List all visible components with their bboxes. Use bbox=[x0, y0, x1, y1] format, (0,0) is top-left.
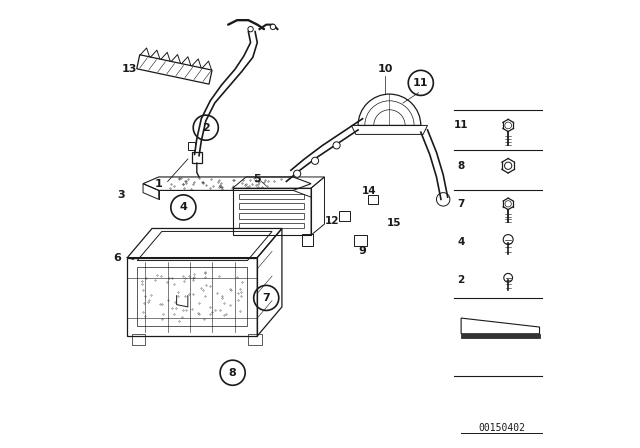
Text: 12: 12 bbox=[325, 216, 339, 226]
Text: 13: 13 bbox=[122, 65, 138, 74]
Bar bbox=[132, 334, 145, 345]
Text: 6: 6 bbox=[113, 253, 122, 263]
Circle shape bbox=[294, 170, 301, 177]
Text: 15: 15 bbox=[387, 218, 401, 228]
Bar bbox=[192, 152, 202, 163]
Text: 3: 3 bbox=[117, 190, 124, 200]
Text: 7: 7 bbox=[458, 199, 465, 209]
Polygon shape bbox=[461, 334, 540, 338]
Circle shape bbox=[333, 142, 340, 149]
Text: 00150402: 00150402 bbox=[478, 423, 525, 433]
Text: 4: 4 bbox=[179, 202, 188, 212]
Text: 8: 8 bbox=[458, 161, 465, 171]
Text: 5: 5 bbox=[253, 174, 261, 184]
Text: 4: 4 bbox=[458, 237, 465, 247]
Bar bbox=[239, 194, 305, 199]
Circle shape bbox=[248, 26, 253, 32]
Bar bbox=[368, 195, 378, 204]
Text: 14: 14 bbox=[362, 186, 376, 196]
Bar bbox=[248, 334, 262, 345]
Bar bbox=[188, 142, 195, 150]
Bar bbox=[239, 213, 305, 219]
Text: 2: 2 bbox=[202, 123, 210, 133]
Text: 10: 10 bbox=[377, 65, 393, 74]
Text: 1: 1 bbox=[155, 179, 163, 189]
Bar bbox=[302, 234, 314, 246]
Bar bbox=[239, 223, 305, 228]
Bar bbox=[239, 203, 305, 209]
Text: 2: 2 bbox=[458, 275, 465, 285]
Bar bbox=[339, 211, 351, 221]
Text: 11: 11 bbox=[413, 78, 429, 88]
Bar bbox=[353, 235, 367, 246]
Text: 11: 11 bbox=[454, 121, 468, 130]
Circle shape bbox=[312, 157, 319, 164]
Text: 9: 9 bbox=[358, 246, 367, 256]
Text: 7: 7 bbox=[262, 293, 270, 303]
Circle shape bbox=[270, 24, 276, 30]
Text: 8: 8 bbox=[228, 368, 237, 378]
